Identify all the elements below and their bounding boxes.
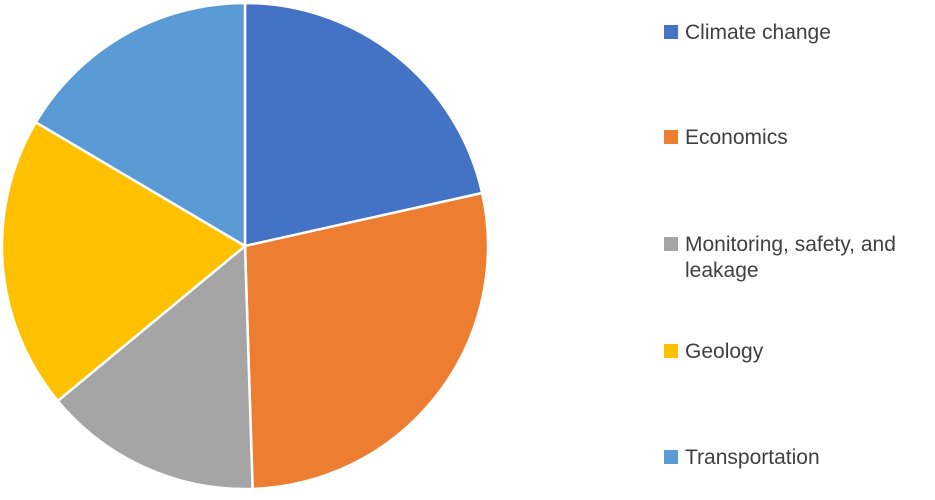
- legend-item-geology: Geology: [664, 339, 935, 365]
- legend-label-monitoring-safety-leakage: Monitoring, safety, and leakage: [685, 233, 896, 282]
- pie-slice-economics: [243, 191, 490, 491]
- legend-item-climate-change: Climate change: [664, 20, 935, 46]
- legend-item-transportation: Transportation: [664, 445, 935, 471]
- legend-item-economics: Economics: [664, 125, 935, 151]
- legend-label-economics: Economics: [685, 126, 788, 149]
- pie-slice-transportation: [34, 1, 247, 248]
- legend-label-transportation: Transportation: [685, 446, 820, 469]
- legend-item-monitoring-safety-leakage: Monitoring, safety, and leakage: [664, 232, 935, 284]
- legend-swatch-monitoring-safety-leakage: [664, 237, 678, 251]
- legend-label-geology: Geology: [685, 340, 764, 363]
- legend: Climate change Economics Monitoring, saf…: [664, 0, 935, 500]
- legend-label-climate-change: Climate change: [685, 21, 831, 44]
- legend-swatch-transportation: [664, 450, 678, 464]
- pie-chart-svg: [0, 1, 490, 491]
- pie-chart: [0, 1, 490, 491]
- pie-slice-monitoring-safety-and-leakage: [56, 244, 254, 491]
- legend-swatch-climate-change: [664, 25, 678, 39]
- legend-swatch-geology: [664, 344, 678, 358]
- pie-slice-climate-change: [243, 1, 484, 248]
- pie-slice-geology: [0, 121, 247, 403]
- legend-swatch-economics: [664, 130, 678, 144]
